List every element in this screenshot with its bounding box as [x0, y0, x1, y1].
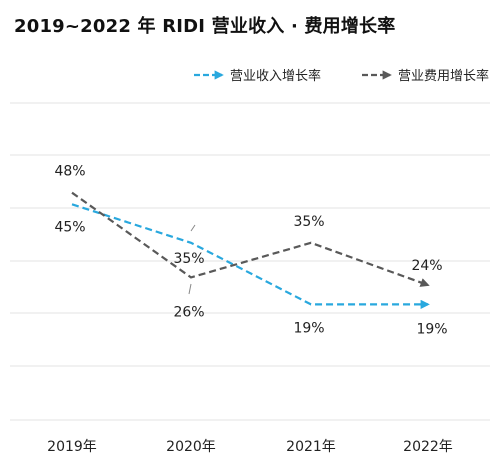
series-line-revenue — [71, 203, 430, 310]
x-tick-label: 2022年 — [403, 439, 453, 455]
leader-tick — [188, 283, 192, 295]
gridlines — [10, 102, 490, 421]
data-label-expense: 48% — [54, 164, 85, 180]
x-tick-label: 2019年 — [47, 439, 97, 455]
chart-title: 2019~2022 年 RIDI 营业收入 · 费用增长率 — [14, 16, 396, 37]
data-label-revenue: 45% — [54, 219, 85, 235]
data-labels: 45% 35% 19% 19% 48% 26% 35% 24% — [54, 164, 447, 338]
legend: 营业收入增长率 营业费用增长率 — [194, 68, 489, 84]
series-layer — [71, 191, 430, 310]
legend-label-revenue: 营业收入增长率 — [230, 68, 321, 84]
x-tick-label: 2020年 — [166, 439, 216, 455]
x-tick-label: 2021年 — [286, 439, 336, 455]
data-label-expense: 24% — [411, 258, 442, 274]
legend-label-expense: 营业费用增长率 — [398, 68, 489, 84]
data-label-revenue: 19% — [416, 321, 447, 337]
data-label-revenue: 35% — [173, 251, 204, 267]
data-label-revenue: 19% — [293, 320, 324, 336]
data-label-expense: 35% — [293, 214, 324, 230]
data-label-expense: 26% — [173, 304, 204, 320]
leader-tick — [190, 224, 196, 232]
x-axis: 2019年 2020年 2021年 2022年 — [47, 439, 453, 455]
series-line-expense — [71, 191, 430, 287]
